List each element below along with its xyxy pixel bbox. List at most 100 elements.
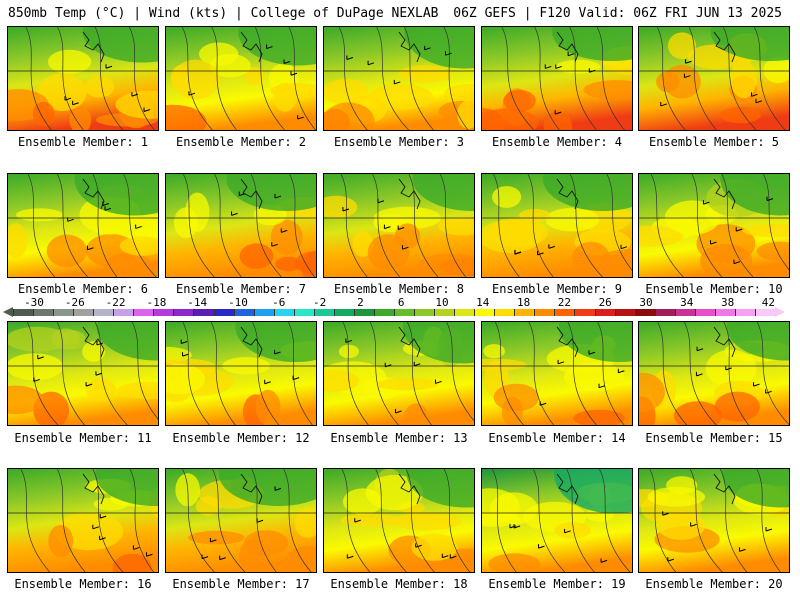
ensemble-member-label: Ensemble Member: 12 bbox=[172, 431, 310, 445]
wind-barb bbox=[188, 91, 196, 96]
ensemble-map-panel bbox=[481, 468, 633, 573]
contour-line bbox=[656, 27, 686, 130]
wind-barb bbox=[274, 194, 282, 199]
coastline bbox=[82, 31, 105, 63]
colorbar-swatch bbox=[93, 309, 114, 316]
contour-line bbox=[56, 174, 89, 277]
contour-line bbox=[183, 174, 215, 277]
colorbar-tick-label: 18 bbox=[516, 296, 531, 309]
wind-barb bbox=[537, 250, 544, 256]
wind-barb bbox=[377, 198, 385, 204]
colorbar-swatch bbox=[213, 309, 235, 316]
contour-line bbox=[649, 469, 677, 572]
contour-line bbox=[569, 174, 604, 277]
colorbar-swatch bbox=[674, 309, 696, 316]
contour-line bbox=[342, 322, 369, 425]
wind-barb bbox=[660, 101, 667, 107]
contour-line bbox=[250, 174, 282, 277]
coastline bbox=[240, 326, 263, 358]
wind-barb bbox=[620, 244, 628, 250]
wind-barb bbox=[238, 191, 246, 197]
wind-barb bbox=[99, 535, 106, 541]
wind-barb bbox=[271, 242, 278, 247]
contour-line bbox=[492, 469, 517, 572]
wind-barb bbox=[297, 115, 304, 120]
contour-line bbox=[439, 174, 467, 277]
contour-line bbox=[721, 174, 754, 277]
wind-barb bbox=[283, 59, 291, 64]
contour-line bbox=[254, 27, 286, 130]
ensemble-map-panel bbox=[481, 26, 633, 131]
wind-barb bbox=[588, 350, 596, 355]
wind-barb bbox=[37, 354, 44, 360]
colorbar-swatch bbox=[594, 309, 616, 316]
wind-barb bbox=[290, 71, 298, 76]
colorbar-swatch bbox=[273, 309, 295, 316]
colorbar-swatch bbox=[313, 309, 335, 316]
contour-line bbox=[131, 322, 158, 420]
contour-line bbox=[369, 322, 399, 425]
colorbar-right-arrow bbox=[775, 307, 785, 317]
ensemble-member-label: Ensemble Member: 1 bbox=[17, 135, 149, 149]
colorbar-swatch bbox=[173, 309, 194, 316]
wind-barb bbox=[346, 554, 354, 559]
colorbar-tick-label: -10 bbox=[228, 296, 248, 309]
wind-barb bbox=[514, 249, 522, 255]
wind-barb bbox=[346, 55, 354, 60]
ensemble-member-label: Ensemble Member: 3 bbox=[333, 135, 465, 149]
contour-line bbox=[534, 27, 560, 130]
colorbar-left-arrow bbox=[3, 307, 13, 317]
contour-line bbox=[756, 469, 781, 572]
contour-line bbox=[57, 27, 85, 130]
contour-line bbox=[493, 174, 520, 277]
contour-line bbox=[214, 174, 243, 277]
wind-barb bbox=[131, 92, 139, 97]
coastline bbox=[240, 31, 263, 63]
ensemble-map-panel bbox=[7, 321, 159, 426]
colorbar-tick-label: 34 bbox=[680, 296, 694, 309]
colorbar-swatch bbox=[614, 309, 636, 316]
wind-barb bbox=[733, 259, 741, 265]
colorbar-swatch bbox=[133, 309, 154, 316]
contour-line bbox=[720, 469, 748, 572]
contour-line bbox=[92, 469, 124, 572]
wind-barb bbox=[598, 383, 606, 389]
contour-line bbox=[494, 322, 525, 425]
contour-line bbox=[722, 27, 757, 130]
contour-line bbox=[405, 469, 435, 572]
wind-barb bbox=[441, 553, 449, 559]
wind-barb bbox=[99, 514, 107, 519]
colorbar-tick-label: -18 bbox=[146, 296, 167, 309]
colorbar-swatch bbox=[574, 309, 596, 316]
wind-barb bbox=[64, 96, 72, 101]
ensemble-member-label: Ensemble Member: 13 bbox=[330, 431, 468, 445]
ensemble-member-label: Ensemble Member: 2 bbox=[175, 135, 307, 149]
wind-barb bbox=[72, 100, 79, 106]
wind-barb bbox=[393, 79, 401, 85]
coastline bbox=[398, 326, 421, 358]
ensemble-member-label: Ensemble Member: 11 bbox=[14, 431, 152, 445]
colorbar-swatch bbox=[694, 309, 716, 316]
contour-line bbox=[283, 469, 312, 572]
wind-barb bbox=[548, 244, 556, 249]
wind-barb bbox=[509, 523, 517, 529]
colorbar-tick-label: -14 bbox=[187, 296, 208, 309]
wind-barb bbox=[696, 346, 704, 352]
ensemble-map-panel bbox=[7, 468, 159, 573]
wind-barb bbox=[725, 365, 732, 371]
wind-barb bbox=[766, 196, 774, 202]
contour-line bbox=[376, 27, 410, 130]
colorbar-tick-label: -26 bbox=[64, 296, 85, 309]
wind-barb bbox=[209, 537, 217, 543]
wind-barb bbox=[104, 206, 112, 211]
wind-barb bbox=[383, 224, 391, 230]
wind-barb bbox=[266, 44, 273, 50]
ensemble-map-panel bbox=[323, 173, 475, 278]
colorbar-swatch bbox=[494, 309, 515, 316]
coastline bbox=[398, 31, 421, 63]
contour-line bbox=[251, 469, 277, 572]
wind-barb bbox=[690, 522, 697, 527]
wind-barb bbox=[588, 68, 596, 73]
contour-line bbox=[341, 469, 371, 572]
colorbar-swatch bbox=[734, 309, 756, 316]
